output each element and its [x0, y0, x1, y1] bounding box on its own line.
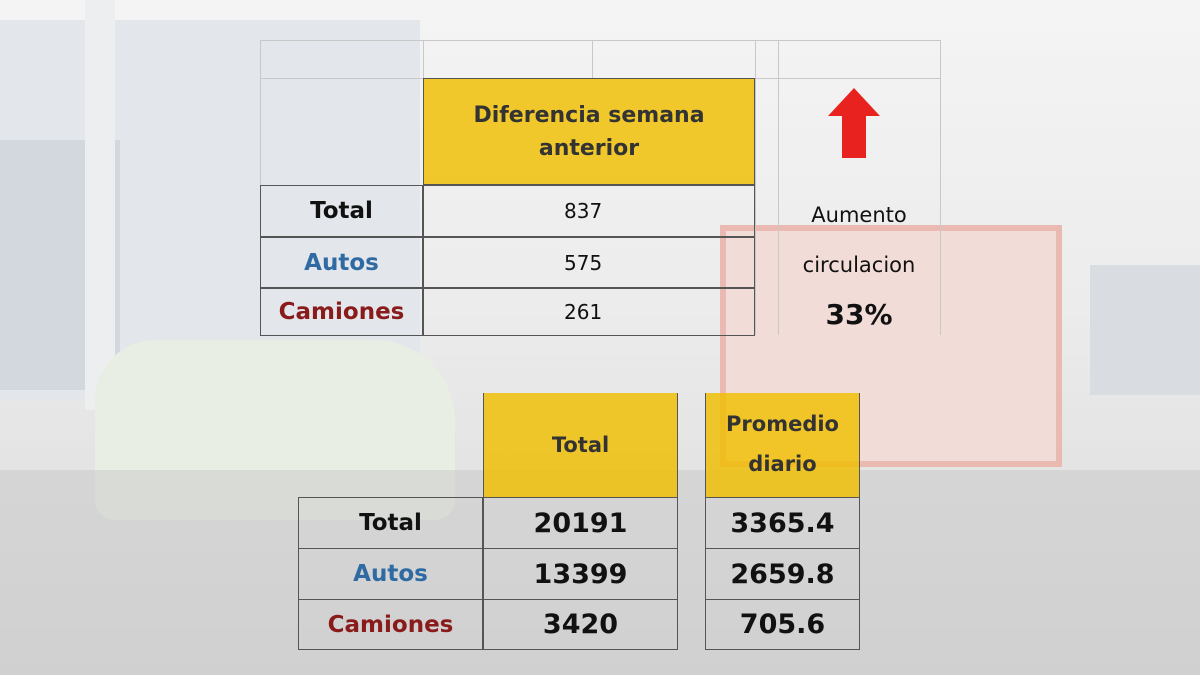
row-label: Autos	[298, 548, 483, 600]
grid-line	[423, 40, 424, 78]
header-cell: Promedio diario	[705, 393, 860, 497]
grid-line	[260, 40, 261, 185]
cell-value: 261	[423, 288, 755, 336]
percent: 33%	[825, 297, 893, 331]
row-label: Camiones	[260, 288, 423, 336]
cell-value: 837	[423, 185, 755, 237]
cell-value: 575	[423, 237, 755, 288]
grid-line	[940, 40, 941, 335]
header-cell: Total	[483, 393, 678, 497]
cell-value: 13399	[483, 548, 678, 600]
truck	[1090, 265, 1200, 395]
row-label: Camiones	[298, 599, 483, 650]
grid-line	[260, 40, 940, 41]
header-cell: Diferencia semana anterior	[423, 78, 755, 185]
cell-value: 705.6	[705, 599, 860, 650]
note: Aumento circulacion	[802, 202, 916, 277]
up-arrow	[828, 88, 880, 158]
pillar	[85, 0, 115, 410]
row-label: Total	[298, 497, 483, 549]
grid-line	[755, 40, 756, 335]
row-label: Total	[260, 185, 423, 237]
road	[0, 470, 1200, 675]
grid-line	[778, 40, 779, 335]
cell-value: 20191	[483, 497, 678, 549]
cell-value: 3420	[483, 599, 678, 650]
cell-value: 3365.4	[705, 497, 860, 549]
grid-line	[592, 40, 593, 78]
cell-value: 2659.8	[705, 548, 860, 600]
row-label: Autos	[260, 237, 423, 288]
